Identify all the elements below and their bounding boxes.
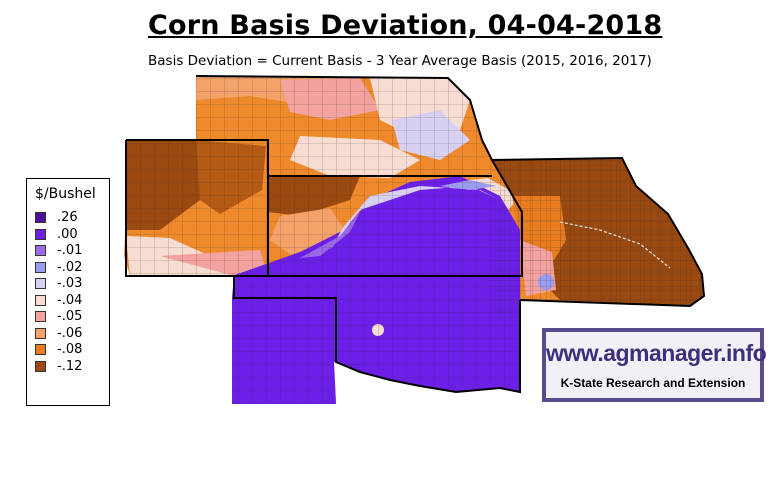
legend-label: -.06 — [57, 325, 83, 341]
legend-item: -.04 — [35, 293, 107, 309]
legend-item: -.12 — [35, 359, 107, 375]
legend-item: -.03 — [35, 276, 107, 292]
legend-swatch — [35, 278, 46, 289]
legend-label: -.12 — [57, 358, 83, 374]
legend-swatch — [35, 344, 46, 355]
legend-swatch — [35, 245, 46, 256]
legend-swatch — [35, 261, 46, 273]
legend-swatch — [35, 360, 46, 372]
legend-item: .00 — [35, 227, 107, 243]
legend-item: -.08 — [35, 342, 107, 358]
legend-label: .26 — [57, 210, 78, 225]
legend-swatch — [35, 311, 46, 322]
map-subtitle: Basis Deviation = Current Basis - 3 Year… — [148, 53, 652, 69]
legend-label: .00 — [57, 226, 78, 242]
legend-label: -.02 — [57, 259, 83, 275]
logo-site-text: www.agmanager.info — [546, 340, 767, 366]
legend-swatch — [35, 327, 46, 339]
legend: $/Bushel .26.00 -.01 -.02 -.03 -.04 -.05 -.06-… — [26, 178, 110, 406]
legend-label: -.01 — [57, 243, 83, 258]
legend-item: -.06 — [35, 326, 107, 342]
legend-swatch — [35, 294, 46, 306]
state-borders — [125, 75, 706, 394]
legend-item: .26 — [35, 210, 107, 226]
legend-item: -.05 — [35, 309, 107, 325]
legend-item: -.02 — [35, 260, 107, 276]
legend-label: -.04 — [57, 292, 83, 308]
legend-swatch — [35, 212, 46, 223]
interstate-line — [559, 221, 671, 269]
legend-item: -.01 — [35, 243, 107, 259]
logo-org-text: K-State Research and Extension — [560, 376, 746, 390]
legend-label: -.08 — [57, 342, 83, 357]
agmanager-logo[interactable]: www.agmanager.info K-State Research and … — [542, 328, 767, 402]
legend-title: $/Bushel — [35, 186, 96, 202]
legend-label: -.05 — [57, 309, 83, 324]
legend-swatch — [35, 228, 46, 240]
legend-label: -.03 — [57, 276, 83, 291]
map-title: Corn Basis Deviation, 04-04-2018 — [148, 10, 663, 41]
